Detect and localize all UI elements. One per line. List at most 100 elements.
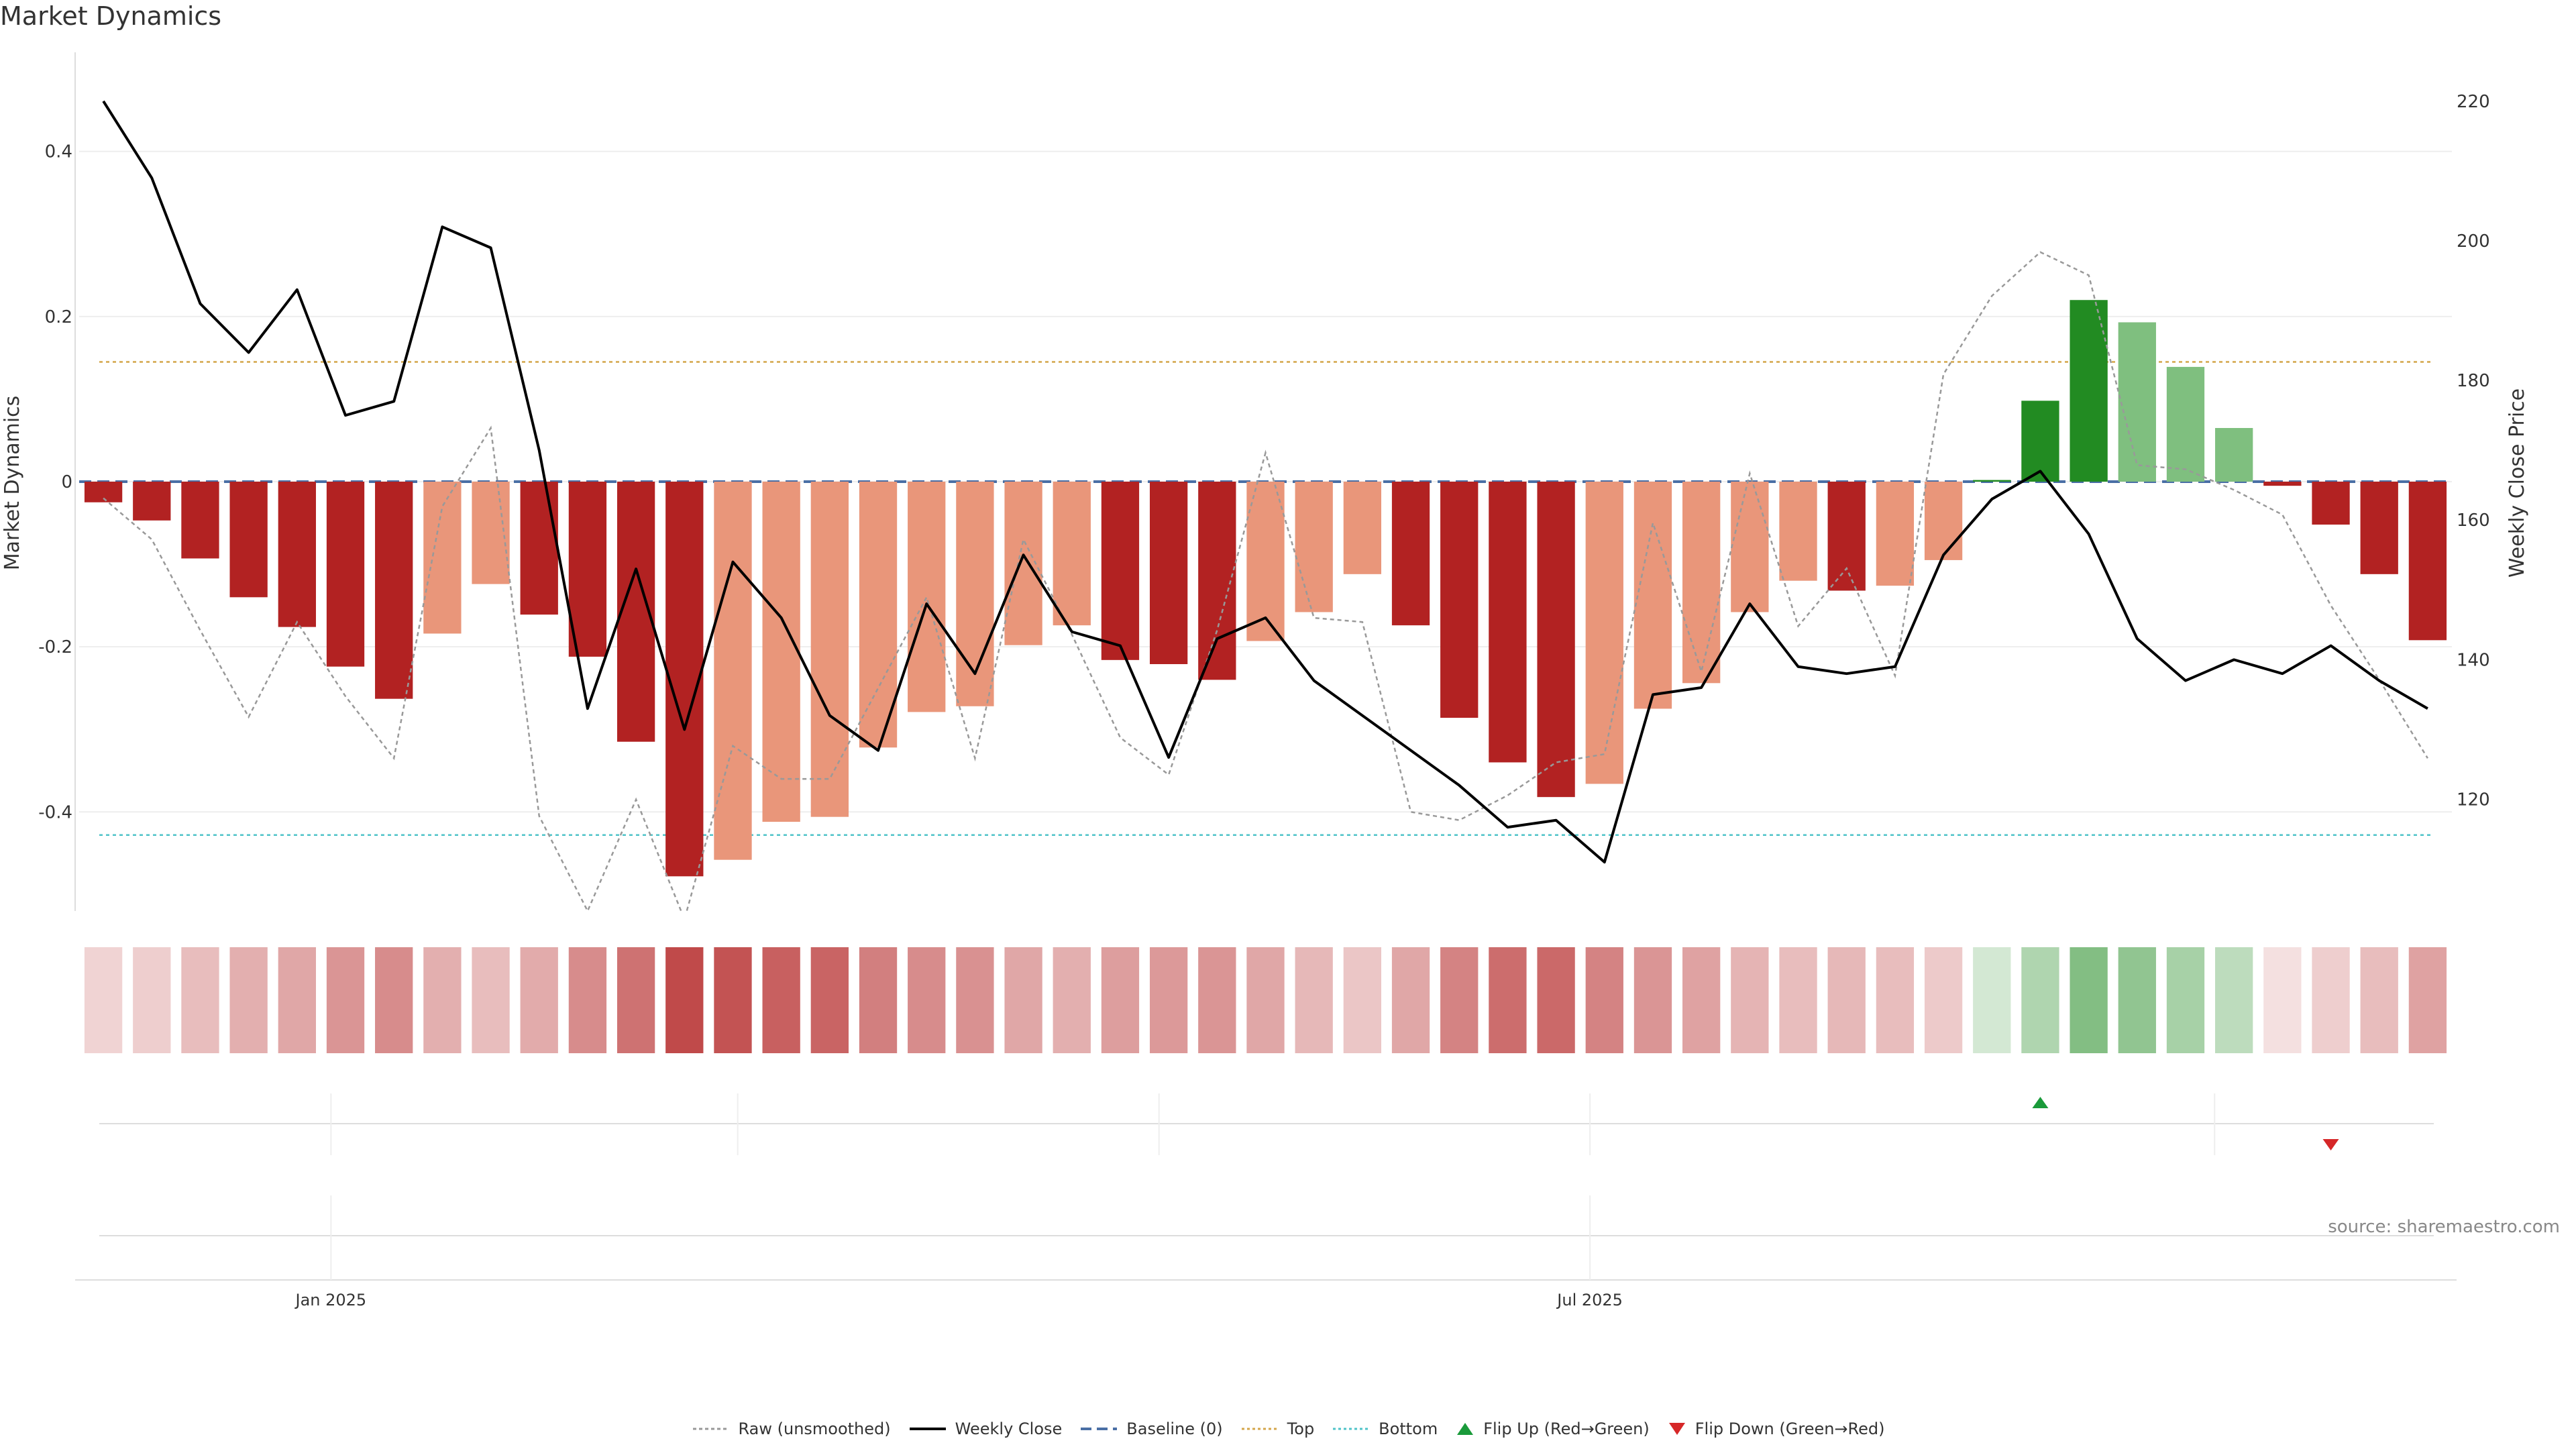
legend-bottom-swatch [1333,1428,1370,1430]
heat-cell [810,947,849,1053]
heat-cell [1973,947,2011,1053]
heat-cell [956,947,994,1053]
dynamics-bar [665,482,704,877]
dynamics-bar [1004,482,1042,645]
dynamics-bar [1391,482,1430,626]
y-tick-label: -0.4 [38,802,72,822]
heat-cell [1876,947,1915,1053]
heat-cell [84,947,123,1053]
dynamics-bar [2408,482,2447,641]
dynamics-bar [568,482,607,657]
heat-strip [84,947,2447,1053]
raw-line [103,251,2428,911]
legend-label-top: Top [1287,1419,1315,1438]
dynamics-bar [520,482,558,615]
heat-cell [859,947,898,1053]
dynamics-bar [423,482,462,634]
legend-label-bottom: Bottom [1379,1419,1438,1438]
dynamics-bar [181,482,219,559]
heat-cell [908,947,946,1053]
dynamics-bar [1198,482,1236,680]
heat-cell [762,947,800,1053]
heat-cell [1391,947,1430,1053]
dynamics-bar [278,482,316,627]
dynamics-bar [1682,482,1721,684]
dynamics-bar [229,482,268,598]
dynamics-bar [1633,482,1672,709]
legend-top-swatch [1241,1428,1278,1430]
heat-cell [133,947,171,1053]
legend-baseline-swatch [1081,1428,1118,1430]
legend-label-flip-up: Flip Up (Red→Green) [1483,1419,1650,1438]
legend-item-raw: Raw (unsmoothed) [692,1419,891,1438]
heat-cell [326,947,365,1053]
dynamics-bar [2263,482,2302,486]
dynamics-bar [2021,400,2059,482]
date-axis-panel: Jan 2025 Jul 2025 [75,1195,2457,1309]
dynamics-bar [326,482,365,667]
dynamics-bar [2166,366,2205,482]
dynamics-bar [1924,482,1963,560]
y2-tick-label: 200 [2457,231,2490,252]
dynamics-bars [84,300,2447,877]
heat-cell [616,947,655,1053]
flip-up-marker [2032,1097,2049,1108]
heat-cell [1827,947,1866,1053]
triangle-down-icon [1668,1423,1685,1435]
heat-cell [1682,947,1721,1053]
heat-cell [1246,947,1285,1053]
heat-cell [1924,947,1963,1053]
dynamics-bar [375,482,413,699]
dynamics-bar [908,482,946,712]
dynamics-bar [1537,482,1575,798]
heat-cell [1731,947,1769,1053]
legend-label-flip-down: Flip Down (Green→Red) [1695,1419,1885,1438]
heat-cell [2118,947,2156,1053]
y2-tick-label: 140 [2457,650,2490,670]
dynamics-bar [2215,428,2253,482]
heat-cell [520,947,558,1053]
axes: -0.4 -0.2 0 0.2 0.4 120 140 160 180 200 220 Market … [1,52,2529,911]
dynamics-bar [1731,482,1769,612]
dynamics-bar [2118,322,2156,482]
dynamics-bar [1101,482,1140,660]
legend-item-flip-up: Flip Up (Red→Green) [1455,1419,1650,1438]
dynamics-bar [810,482,849,817]
legend: Raw (unsmoothed) Weekly Close Baseline (… [0,1415,2576,1442]
heat-cell [1585,947,1623,1053]
heat-cell [1779,947,1817,1053]
heat-cell [665,947,704,1053]
heat-cell [1149,947,1188,1053]
dynamics-bar [472,482,510,584]
y-tick-label: 0 [61,472,72,492]
legend-item-top: Top [1240,1419,1315,1438]
dynamics-bar [1489,482,1527,763]
dynamics-bar [1585,482,1623,784]
heat-cell [2408,947,2447,1053]
weekly-close-line [102,100,2428,864]
y2-tick-label: 180 [2457,371,2490,391]
x-tick-label: Jan 2025 [294,1291,367,1309]
dynamics-bar [2312,482,2350,525]
heat-cell [423,947,462,1053]
heat-cell [2215,947,2253,1053]
legend-label-price: Weekly Close [955,1419,1063,1438]
y2-tick-label: 220 [2457,92,2490,112]
dynamics-bar [2360,482,2398,574]
heat-cell [1101,947,1140,1053]
legend-raw-swatch [692,1428,729,1430]
dynamics-bar [1827,482,1866,591]
y-tick-label: -0.2 [38,637,72,657]
heat-cell [1343,947,1382,1053]
heat-cell [568,947,607,1053]
x-tick-label: Jul 2025 [1556,1291,1623,1309]
legend-item-flip-down: Flip Down (Green→Red) [1667,1419,1885,1438]
dynamics-bar [1779,482,1817,581]
y-tick-label: 0.2 [45,307,72,327]
heat-cell [181,947,219,1053]
legend-item-bottom: Bottom [1332,1419,1438,1438]
dynamics-bar [1053,482,1091,626]
heat-cell [2360,947,2398,1053]
heat-cell [278,947,316,1053]
